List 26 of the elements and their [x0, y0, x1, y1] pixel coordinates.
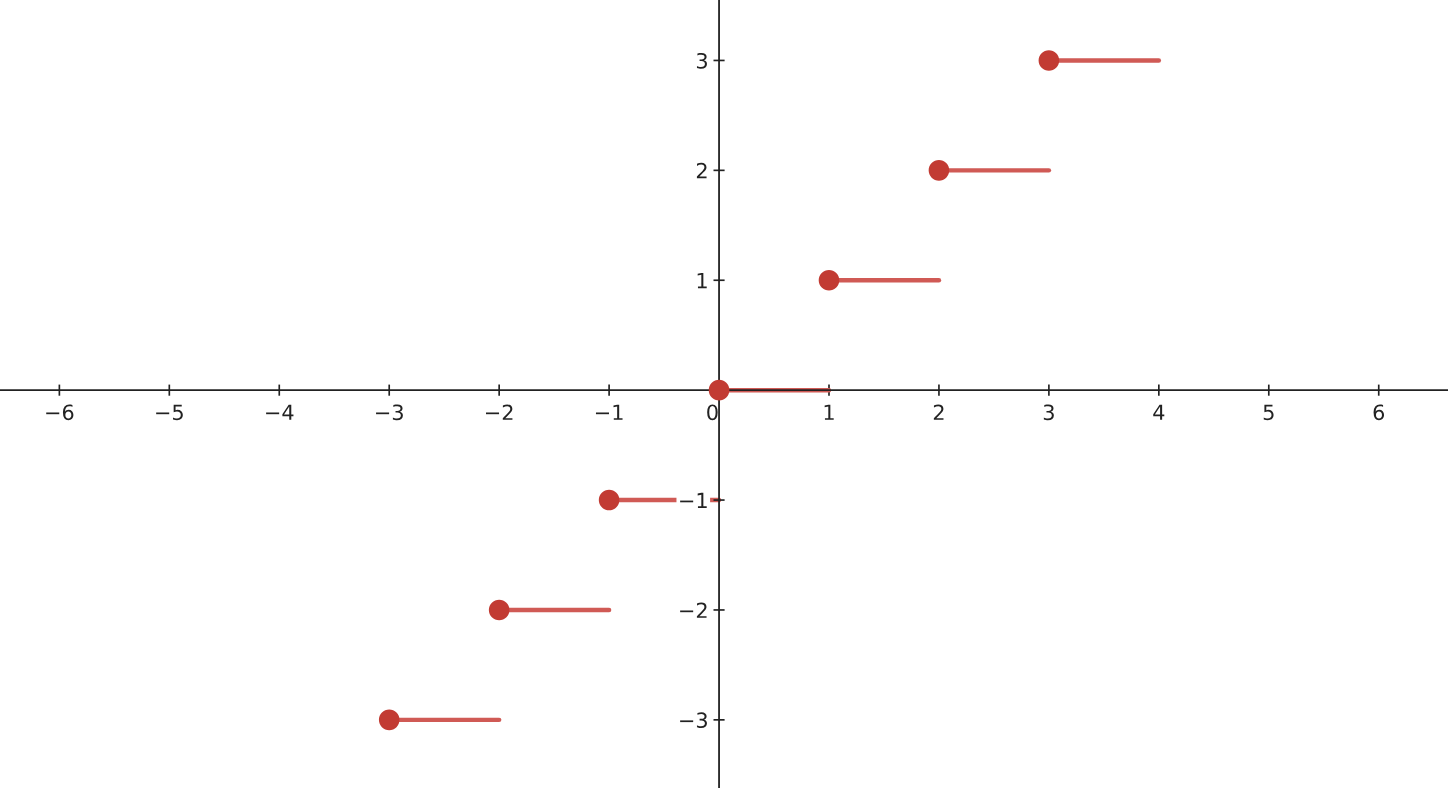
y-tick-label: −2	[680, 602, 707, 618]
x-tick-label: −4	[266, 404, 294, 420]
y-tick-label: −3	[680, 712, 707, 729]
point	[598, 489, 620, 511]
point	[488, 599, 510, 621]
x-tick-label: 2	[933, 404, 944, 420]
point	[928, 160, 950, 181]
x-tick-label: 1	[824, 404, 834, 420]
x-tick-label: 0	[707, 404, 718, 421]
x-tick-label: −1	[595, 404, 623, 420]
point	[708, 379, 730, 401]
y-tick-label: 1	[697, 272, 707, 289]
x-tick-label: −3	[376, 404, 403, 421]
y-tick-label: 2	[696, 162, 707, 179]
x-tick-label: −5	[156, 404, 183, 421]
x-tick-label: 3	[1043, 404, 1054, 421]
point	[378, 709, 400, 731]
point	[818, 269, 840, 291]
point	[1038, 50, 1060, 71]
y-tick-label: 3	[696, 52, 707, 69]
x-tick-label: 5	[1263, 404, 1274, 421]
y-tick-label: −1	[680, 492, 707, 508]
x-tick-label: −2	[486, 404, 513, 420]
x-tick-label: 6	[1373, 404, 1385, 421]
x-tick-label: −6	[46, 404, 74, 421]
x-tick-label: 4	[1153, 404, 1165, 420]
